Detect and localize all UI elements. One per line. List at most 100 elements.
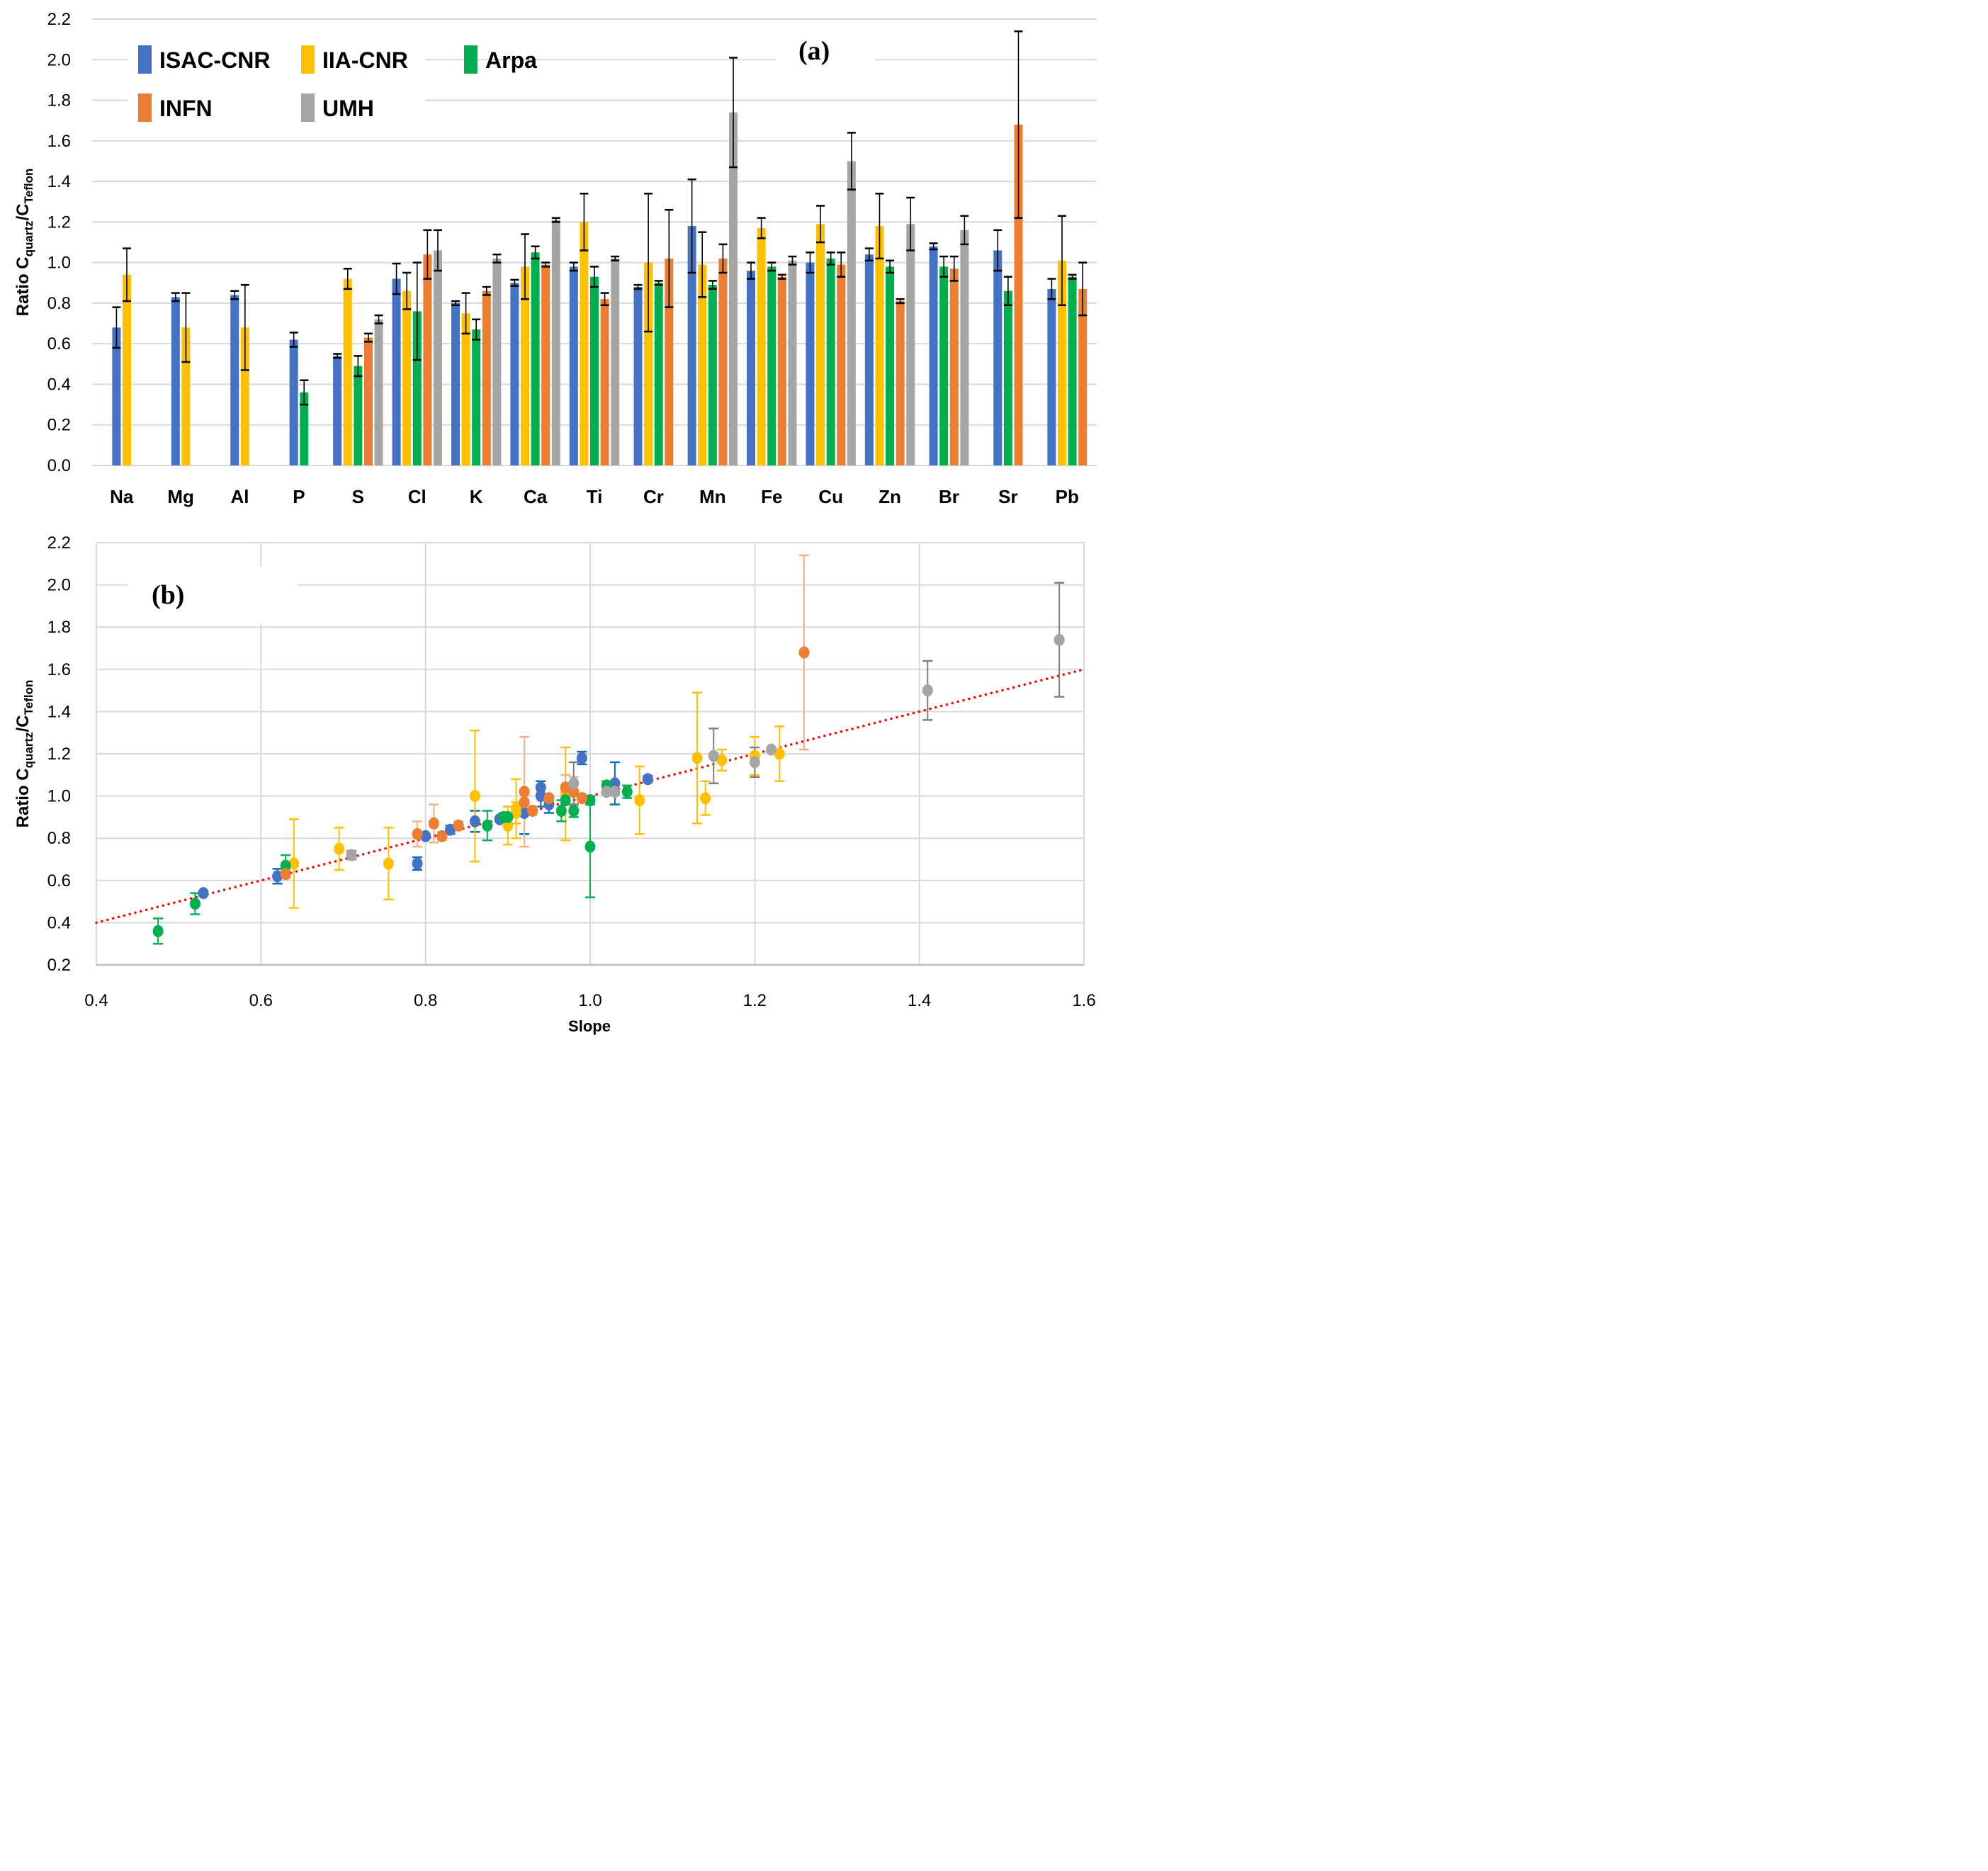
legend-swatch-iia-cnr xyxy=(301,45,315,74)
bar-isac-cnr-s xyxy=(333,356,342,465)
bar-isac-cnr-fe xyxy=(747,271,756,465)
point-infn xyxy=(798,646,810,659)
point-iia-cnr xyxy=(288,857,300,870)
bar-isac-cnr-mn xyxy=(687,226,696,465)
point-umh xyxy=(568,777,580,790)
point-isac-cnr xyxy=(198,887,209,900)
point-iia-cnr xyxy=(383,857,394,870)
category-label-fe: Fe xyxy=(761,486,782,507)
category-label-br: Br xyxy=(939,486,959,507)
bar-iia-cnr-k xyxy=(461,313,470,465)
point-infn xyxy=(453,819,464,832)
y-axis-label-text: Ratio Cquartz/CTeflon xyxy=(13,680,35,828)
bar-isac-cnr-mg xyxy=(171,297,180,465)
point-infn xyxy=(519,786,530,798)
bar-iia-cnr-zn xyxy=(875,226,884,465)
a-y-tick-label: 1.6 xyxy=(47,132,71,151)
legend-swatch-infn xyxy=(138,94,152,122)
a-category-labels: Na Mg Al P S Cl K Ca Ti Cr Mn Fe Cu Zn Br Sr Pb xyxy=(110,486,1079,507)
b-x-tick-label: 1.6 xyxy=(1072,991,1095,1010)
category-label-sr: Sr xyxy=(998,486,1017,507)
y-axis-label-text: Ratio Cquartz/CTeflon xyxy=(13,169,35,317)
bar-isac-cnr-p xyxy=(289,339,298,465)
category-label-ca: Ca xyxy=(524,486,548,507)
category-label-k: K xyxy=(470,486,483,507)
category-label-mg: Mg xyxy=(167,486,194,507)
bar-infn-fe xyxy=(777,276,786,465)
legend-label-arpa: Arpa xyxy=(485,47,537,73)
b-y-tick-labels: 0.2 0.4 0.6 0.8 1.0 1.2 1.4 1.6 1.8 2.0 2.2 xyxy=(47,533,71,975)
point-iia-cnr xyxy=(700,792,711,805)
a-legend-background xyxy=(128,39,425,131)
point-iia-cnr xyxy=(716,754,728,767)
y-label-part: /C xyxy=(13,203,33,220)
category-label-p: P xyxy=(293,486,305,507)
category-label-cr: Cr xyxy=(643,486,664,507)
a-y-tick-label: 1.4 xyxy=(47,172,71,191)
y-label-sub: Teflon xyxy=(22,680,35,716)
point-arpa xyxy=(189,898,201,910)
y-label-sub: Teflon xyxy=(22,169,35,204)
legend-swatch-isac-cnr xyxy=(138,45,152,74)
bar-infn-cu xyxy=(837,264,846,465)
bar-arpa-zn xyxy=(886,266,895,465)
bar-iia-cnr-fe xyxy=(757,227,766,465)
category-label-cu: Cu xyxy=(818,486,843,507)
b-y-tick-label: 0.6 xyxy=(47,871,71,891)
b-x-tick-label: 1.0 xyxy=(578,991,602,1010)
category-label-cl: Cl xyxy=(408,486,427,507)
y-label-part: Ratio C xyxy=(13,768,33,827)
point-infn xyxy=(568,786,580,798)
point-iia-cnr xyxy=(691,752,703,764)
b-y-tick-label: 0.8 xyxy=(47,829,71,848)
point-arpa xyxy=(584,840,596,853)
bar-arpa-mn xyxy=(708,285,717,465)
point-iia-cnr xyxy=(469,790,480,803)
point-infn xyxy=(543,792,555,805)
point-arpa xyxy=(280,859,291,872)
point-infn xyxy=(428,817,439,830)
bar-isac-cnr-ca xyxy=(510,283,519,465)
category-label-s: S xyxy=(352,486,364,507)
b-x-tick-label: 0.4 xyxy=(84,991,108,1010)
point-infn xyxy=(560,781,571,794)
bar-iia-cnr-pb xyxy=(1057,260,1066,465)
a-y-tick-label: 1.2 xyxy=(47,213,71,232)
a-label-background xyxy=(776,28,875,85)
bar-arpa-fe xyxy=(767,266,776,465)
bar-infn-br xyxy=(949,269,959,465)
category-label-pb: Pb xyxy=(1056,486,1079,507)
b-y-tick-label: 1.6 xyxy=(47,660,71,679)
a-y-tick-labels: 0.0 0.2 0.4 0.6 0.8 1.0 1.2 1.4 1.6 1.8 2.0 2.2 xyxy=(47,10,71,475)
b-points xyxy=(152,554,1065,945)
bar-arpa-ca xyxy=(531,252,540,465)
point-isac-cnr xyxy=(445,823,456,836)
b-x-tick-label: 0.8 xyxy=(414,991,437,1010)
bar-arpa-p xyxy=(300,392,309,465)
b-y-tick-label: 1.0 xyxy=(47,787,71,806)
point-isac-cnr xyxy=(609,777,621,790)
point-umh xyxy=(601,786,612,798)
point-isac-cnr xyxy=(535,790,546,803)
bar-infn-ca xyxy=(541,264,550,465)
bar-umh-s xyxy=(374,319,383,465)
bar-iia-cnr-cl xyxy=(402,290,412,465)
point-umh xyxy=(609,786,621,798)
bar-isac-cnr-ti xyxy=(569,266,578,465)
b-gridlines xyxy=(96,542,1085,966)
category-label-zn: Zn xyxy=(879,486,901,507)
scatter-chart-panel-b: 0.2 0.4 0.6 0.8 1.0 1.2 1.4 1.6 1.8 2.0 2.2 0.4 0.6… xyxy=(13,533,1096,1035)
bar-isac-cnr-sr xyxy=(993,250,1003,465)
point-arpa xyxy=(482,819,493,832)
bar-isac-cnr-al xyxy=(230,295,239,465)
bar-iia-cnr-s xyxy=(343,278,352,465)
bar-umh-ca xyxy=(551,220,560,465)
category-label-na: Na xyxy=(110,486,134,507)
b-y-axis-label: Ratio Cquartz/CTeflon xyxy=(13,680,35,828)
b-y-tick-label: 2.2 xyxy=(47,533,71,553)
bar-arpa-sr xyxy=(1003,290,1012,465)
bar-arpa-br xyxy=(939,266,949,465)
point-umh xyxy=(922,684,933,697)
category-label-al: Al xyxy=(231,486,249,507)
bar-umh-br xyxy=(960,230,969,465)
